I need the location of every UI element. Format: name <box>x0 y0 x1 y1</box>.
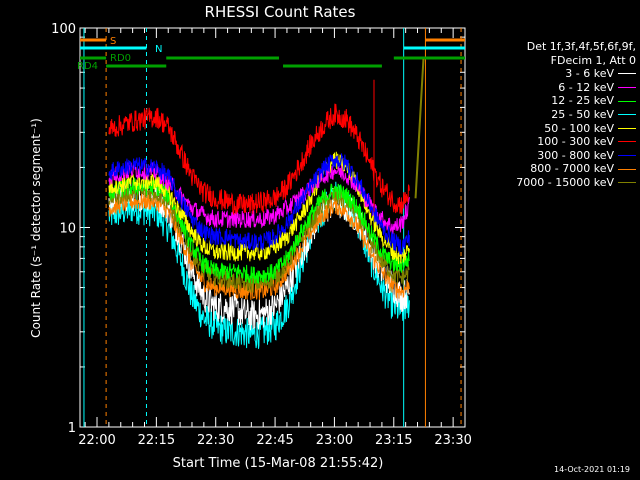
chart-title: RHESSI Count Rates <box>205 3 356 21</box>
legend-swatch <box>618 141 636 143</box>
annotation-s: S <box>110 36 116 47</box>
series-line <box>108 153 410 256</box>
series-line <box>108 151 410 265</box>
legend-item: 6 - 12 keV <box>486 81 636 95</box>
legend-swatch <box>618 114 636 116</box>
y-tick-label: 1 <box>68 421 76 436</box>
legend-label: 7000 - 15000 keV <box>516 175 614 189</box>
legend-swatch <box>618 168 636 170</box>
legend-item: 25 - 50 keV <box>486 108 636 122</box>
legend-label: 3 - 6 keV <box>565 67 614 81</box>
x-tick-label: 23:00 <box>316 433 353 448</box>
timestamp: 14-Oct-2021 01:19 <box>554 465 630 474</box>
series-line <box>108 192 410 300</box>
legend-label: 50 - 100 keV <box>544 121 614 135</box>
x-axis-label: Start Time (15-Mar-08 21:55:42) <box>173 456 384 471</box>
annotation-rd4: RD4 <box>77 61 98 72</box>
legend-item: 100 - 300 keV <box>486 135 636 149</box>
x-tick-label: 22:15 <box>138 433 175 448</box>
annotation-n: N <box>155 44 162 55</box>
x-tick-label: 23:30 <box>434 433 471 448</box>
legend-label: 100 - 300 keV <box>537 135 614 149</box>
x-tick-label: 22:45 <box>256 433 293 448</box>
y-axis-label: Count Rate (s⁻¹ detector segment⁻¹) <box>29 118 43 338</box>
legend-label: 300 - 800 keV <box>537 148 614 162</box>
legend-swatch <box>618 73 636 75</box>
legend-item: 3 - 6 keV <box>486 67 636 81</box>
flare-rise <box>414 58 425 199</box>
series-line <box>108 177 410 284</box>
legend-swatch <box>618 155 636 157</box>
legend-header-line-2: FDecim 1, Att 0 <box>550 53 636 67</box>
legend-swatch <box>618 127 636 129</box>
legend: Det 1f,3f,4f,5f,6f,9f, FDecim 1, Att 0 3… <box>486 40 636 190</box>
legend-swatch <box>618 87 636 89</box>
legend-item: 7000 - 15000 keV <box>486 176 636 190</box>
legend-item: 12 - 25 keV <box>486 94 636 108</box>
series-line <box>108 183 410 293</box>
plot-frame <box>79 27 466 428</box>
series-line <box>108 103 410 216</box>
legend-swatch <box>618 100 636 102</box>
legend-item: 50 - 100 keV <box>486 122 636 136</box>
legend-item: 300 - 800 keV <box>486 149 636 163</box>
legend-swatch <box>618 182 636 184</box>
y-tick-label: 10 <box>59 222 76 237</box>
legend-label: 6 - 12 keV <box>558 80 614 94</box>
x-tick-label: 22:30 <box>197 433 234 448</box>
legend-item: 800 - 7000 keV <box>486 162 636 176</box>
legend-label: 12 - 25 keV <box>551 94 614 108</box>
x-tick-label: 23:15 <box>375 433 412 448</box>
legend-label: 25 - 50 keV <box>551 107 614 121</box>
x-tick-label: 22:00 <box>78 433 115 448</box>
annotation-rd0: RD0 <box>110 53 131 64</box>
legend-header-line-1: Det 1f,3f,4f,5f,6f,9f, <box>526 40 636 53</box>
y-tick-label: 100 <box>51 22 76 37</box>
legend-label: 800 - 7000 keV <box>530 162 614 176</box>
